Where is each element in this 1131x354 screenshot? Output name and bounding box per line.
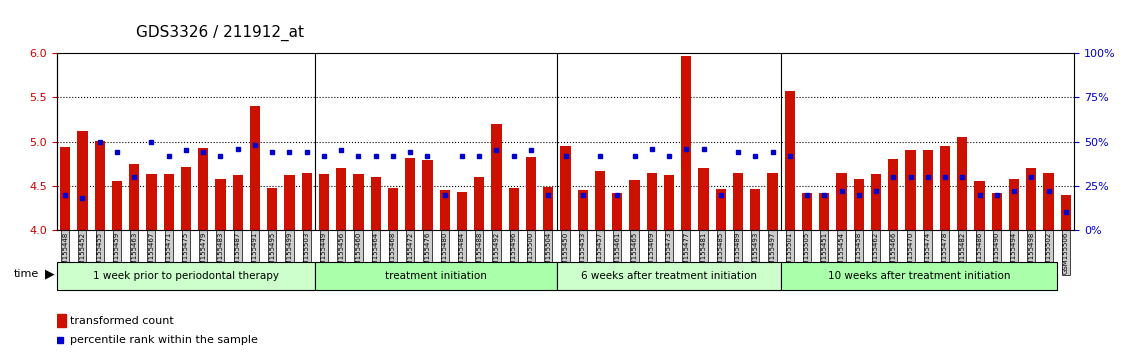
Bar <box>198 148 208 230</box>
Bar <box>60 147 70 230</box>
Bar <box>647 173 657 230</box>
Bar <box>664 175 674 230</box>
Bar <box>267 188 277 230</box>
Bar <box>836 172 847 230</box>
Bar <box>302 172 312 230</box>
Bar <box>992 193 1002 230</box>
Text: treatment initiation: treatment initiation <box>386 271 487 281</box>
Bar <box>371 177 381 230</box>
Bar <box>509 188 519 230</box>
Text: time: time <box>14 269 38 279</box>
Bar <box>957 137 967 230</box>
Bar <box>422 160 433 230</box>
Bar <box>888 159 898 230</box>
Bar <box>57 314 66 327</box>
Bar <box>750 189 760 230</box>
Bar <box>785 91 795 230</box>
Bar <box>146 175 156 230</box>
Bar <box>284 175 295 230</box>
Bar <box>629 180 640 230</box>
Bar <box>1078 180 1088 230</box>
Bar <box>164 175 174 230</box>
Bar <box>733 173 743 230</box>
Bar <box>388 188 398 230</box>
Bar <box>474 177 484 230</box>
Bar <box>1009 179 1019 230</box>
Bar <box>319 175 329 230</box>
Bar <box>129 164 139 230</box>
Bar <box>215 179 225 230</box>
Bar <box>923 150 933 230</box>
Bar <box>871 175 881 230</box>
Text: GDS3326 / 211912_at: GDS3326 / 211912_at <box>136 25 304 41</box>
Bar <box>612 193 622 230</box>
Bar <box>940 146 950 230</box>
Bar <box>405 159 415 230</box>
Bar <box>698 168 709 230</box>
Bar <box>77 131 87 230</box>
Bar <box>906 150 916 230</box>
Bar <box>1061 195 1071 230</box>
Bar <box>819 193 829 230</box>
Bar <box>975 182 985 230</box>
Bar <box>716 189 726 230</box>
Bar <box>112 182 122 230</box>
FancyBboxPatch shape <box>782 262 1057 290</box>
Bar <box>767 172 778 230</box>
FancyBboxPatch shape <box>556 262 782 290</box>
Bar <box>526 156 536 230</box>
Bar <box>1044 172 1054 230</box>
Text: transformed count: transformed count <box>70 316 174 326</box>
Bar <box>233 175 243 230</box>
FancyBboxPatch shape <box>57 262 316 290</box>
Bar <box>95 141 105 230</box>
Bar <box>336 168 346 230</box>
Bar <box>491 124 502 230</box>
Bar <box>854 179 864 230</box>
Bar <box>802 193 812 230</box>
FancyBboxPatch shape <box>316 262 556 290</box>
Bar <box>457 192 467 230</box>
Bar <box>181 167 191 230</box>
Bar <box>1026 168 1036 230</box>
Bar <box>250 106 260 230</box>
Bar <box>595 171 605 230</box>
Bar <box>560 146 571 230</box>
Text: 1 week prior to periodontal therapy: 1 week prior to periodontal therapy <box>93 271 279 281</box>
Bar <box>440 190 450 230</box>
Bar <box>543 187 553 230</box>
Text: ▶: ▶ <box>45 268 55 281</box>
Text: percentile rank within the sample: percentile rank within the sample <box>70 335 258 345</box>
Bar <box>353 175 364 230</box>
Text: 6 weeks after treatment initiation: 6 weeks after treatment initiation <box>581 271 757 281</box>
Text: 10 weeks after treatment initiation: 10 weeks after treatment initiation <box>828 271 1010 281</box>
Bar <box>681 56 691 230</box>
Bar <box>578 190 588 230</box>
